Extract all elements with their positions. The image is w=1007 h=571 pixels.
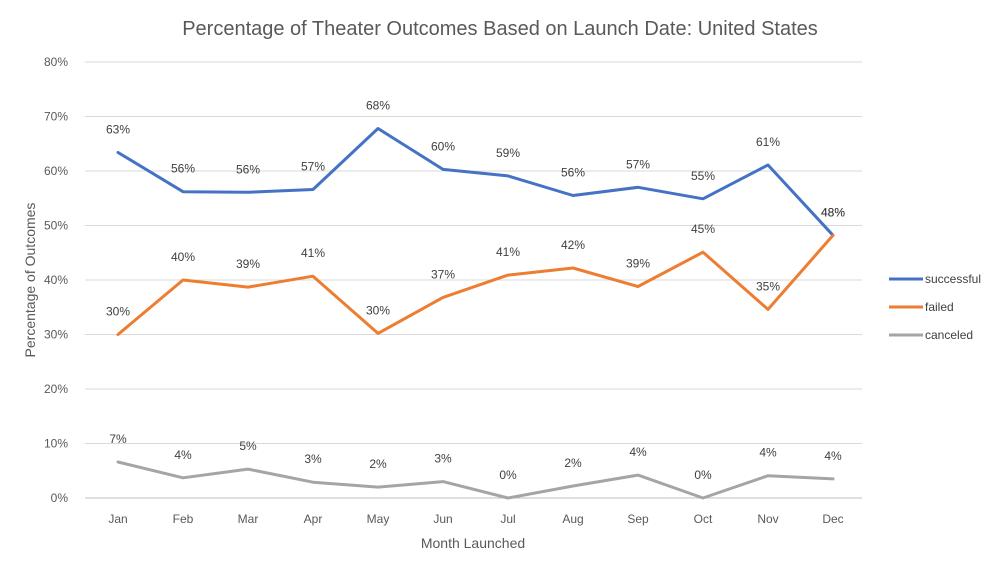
data-label-failed: 40% bbox=[171, 250, 195, 264]
x-tick-label: Oct bbox=[694, 512, 713, 526]
data-label-canceled: 4% bbox=[759, 446, 777, 460]
x-tick-label: May bbox=[367, 512, 390, 526]
data-label-failed: 39% bbox=[236, 257, 260, 271]
x-tick-label: Feb bbox=[173, 512, 194, 526]
x-tick-label: Sep bbox=[627, 512, 649, 526]
data-label-canceled: 5% bbox=[239, 439, 257, 453]
data-label-failed: 42% bbox=[561, 238, 585, 252]
x-axis-title: Month Launched bbox=[421, 535, 525, 551]
data-label-successful: 55% bbox=[691, 169, 715, 183]
data-label-successful: 60% bbox=[431, 139, 455, 153]
x-tick-label: Jan bbox=[108, 512, 127, 526]
y-tick-label: 10% bbox=[44, 437, 68, 451]
x-tick-label: Aug bbox=[562, 512, 583, 526]
data-label-canceled: 2% bbox=[369, 457, 387, 471]
data-label-canceled: 3% bbox=[304, 452, 322, 466]
series-line-canceled bbox=[116, 460, 835, 500]
legend: successful failed canceled bbox=[889, 272, 981, 342]
x-tick-label: Nov bbox=[757, 512, 778, 526]
data-label-failed: 37% bbox=[431, 267, 455, 281]
chart-title: Percentage of Theater Outcomes Based on … bbox=[182, 18, 818, 40]
data-label-successful: 57% bbox=[626, 157, 650, 171]
y-tick-label: 0% bbox=[51, 491, 69, 505]
data-label-failed: 41% bbox=[496, 245, 520, 259]
data-labels: 63% 56% 56% 57% 68% 60% 59% 56% 57% 55% 61% 48% 30% 4… bbox=[106, 98, 845, 482]
data-label-successful: 68% bbox=[366, 98, 390, 112]
data-label-successful: 59% bbox=[496, 146, 520, 160]
legend-label-canceled: canceled bbox=[925, 328, 973, 342]
data-label-successful: 57% bbox=[301, 160, 325, 174]
y-tick-label: 20% bbox=[44, 382, 68, 396]
data-label-failed: 48% bbox=[821, 205, 845, 219]
x-tick-label: Dec bbox=[822, 512, 843, 526]
data-label-successful: 48% bbox=[821, 205, 845, 219]
series-line-failed bbox=[116, 233, 835, 336]
legend-label-failed: failed bbox=[925, 300, 954, 314]
data-label-failed: 35% bbox=[756, 279, 780, 293]
data-label-successful: 56% bbox=[561, 166, 585, 180]
x-tick-label: Mar bbox=[238, 512, 259, 526]
y-axis-title: Percentage of Outcomes bbox=[22, 203, 38, 358]
y-tick-label: 60% bbox=[44, 164, 68, 178]
data-label-failed: 30% bbox=[106, 305, 130, 319]
data-label-failed: 39% bbox=[626, 257, 650, 271]
legend-label-successful: successful bbox=[925, 272, 981, 286]
data-label-successful: 61% bbox=[756, 135, 780, 149]
series-line-successful bbox=[116, 127, 835, 237]
y-tick-label: 40% bbox=[44, 273, 68, 287]
data-label-canceled: 3% bbox=[434, 452, 452, 466]
y-tick-label: 50% bbox=[44, 219, 68, 233]
x-tick-label: Jun bbox=[433, 512, 452, 526]
data-label-successful: 63% bbox=[106, 122, 130, 136]
data-label-failed: 41% bbox=[301, 246, 325, 260]
x-axis-ticks: Jan Feb Mar Apr May Jun Jul Aug Sep Oct Nov Dec bbox=[108, 512, 843, 526]
data-label-successful: 56% bbox=[236, 162, 260, 176]
data-label-failed: 45% bbox=[691, 222, 715, 236]
y-tick-label: 30% bbox=[44, 328, 68, 342]
data-label-canceled: 4% bbox=[824, 449, 842, 463]
data-label-canceled: 4% bbox=[629, 445, 647, 459]
data-label-canceled: 0% bbox=[499, 468, 517, 482]
x-tick-label: Jul bbox=[500, 512, 515, 526]
data-label-failed: 30% bbox=[366, 303, 390, 317]
data-label-canceled: 2% bbox=[564, 456, 582, 470]
series-lines bbox=[116, 127, 835, 500]
data-label-canceled: 7% bbox=[109, 432, 127, 446]
data-label-canceled: 4% bbox=[174, 448, 192, 462]
x-tick-label: Apr bbox=[304, 512, 323, 526]
data-label-successful: 56% bbox=[171, 162, 195, 176]
y-tick-label: 80% bbox=[44, 55, 68, 69]
y-axis-ticks: 0% 10% 20% 30% 40% 50% 60% 70% 80% bbox=[44, 55, 68, 505]
data-label-canceled: 0% bbox=[694, 468, 712, 482]
gridlines bbox=[85, 61, 862, 499]
y-tick-label: 70% bbox=[44, 110, 68, 124]
